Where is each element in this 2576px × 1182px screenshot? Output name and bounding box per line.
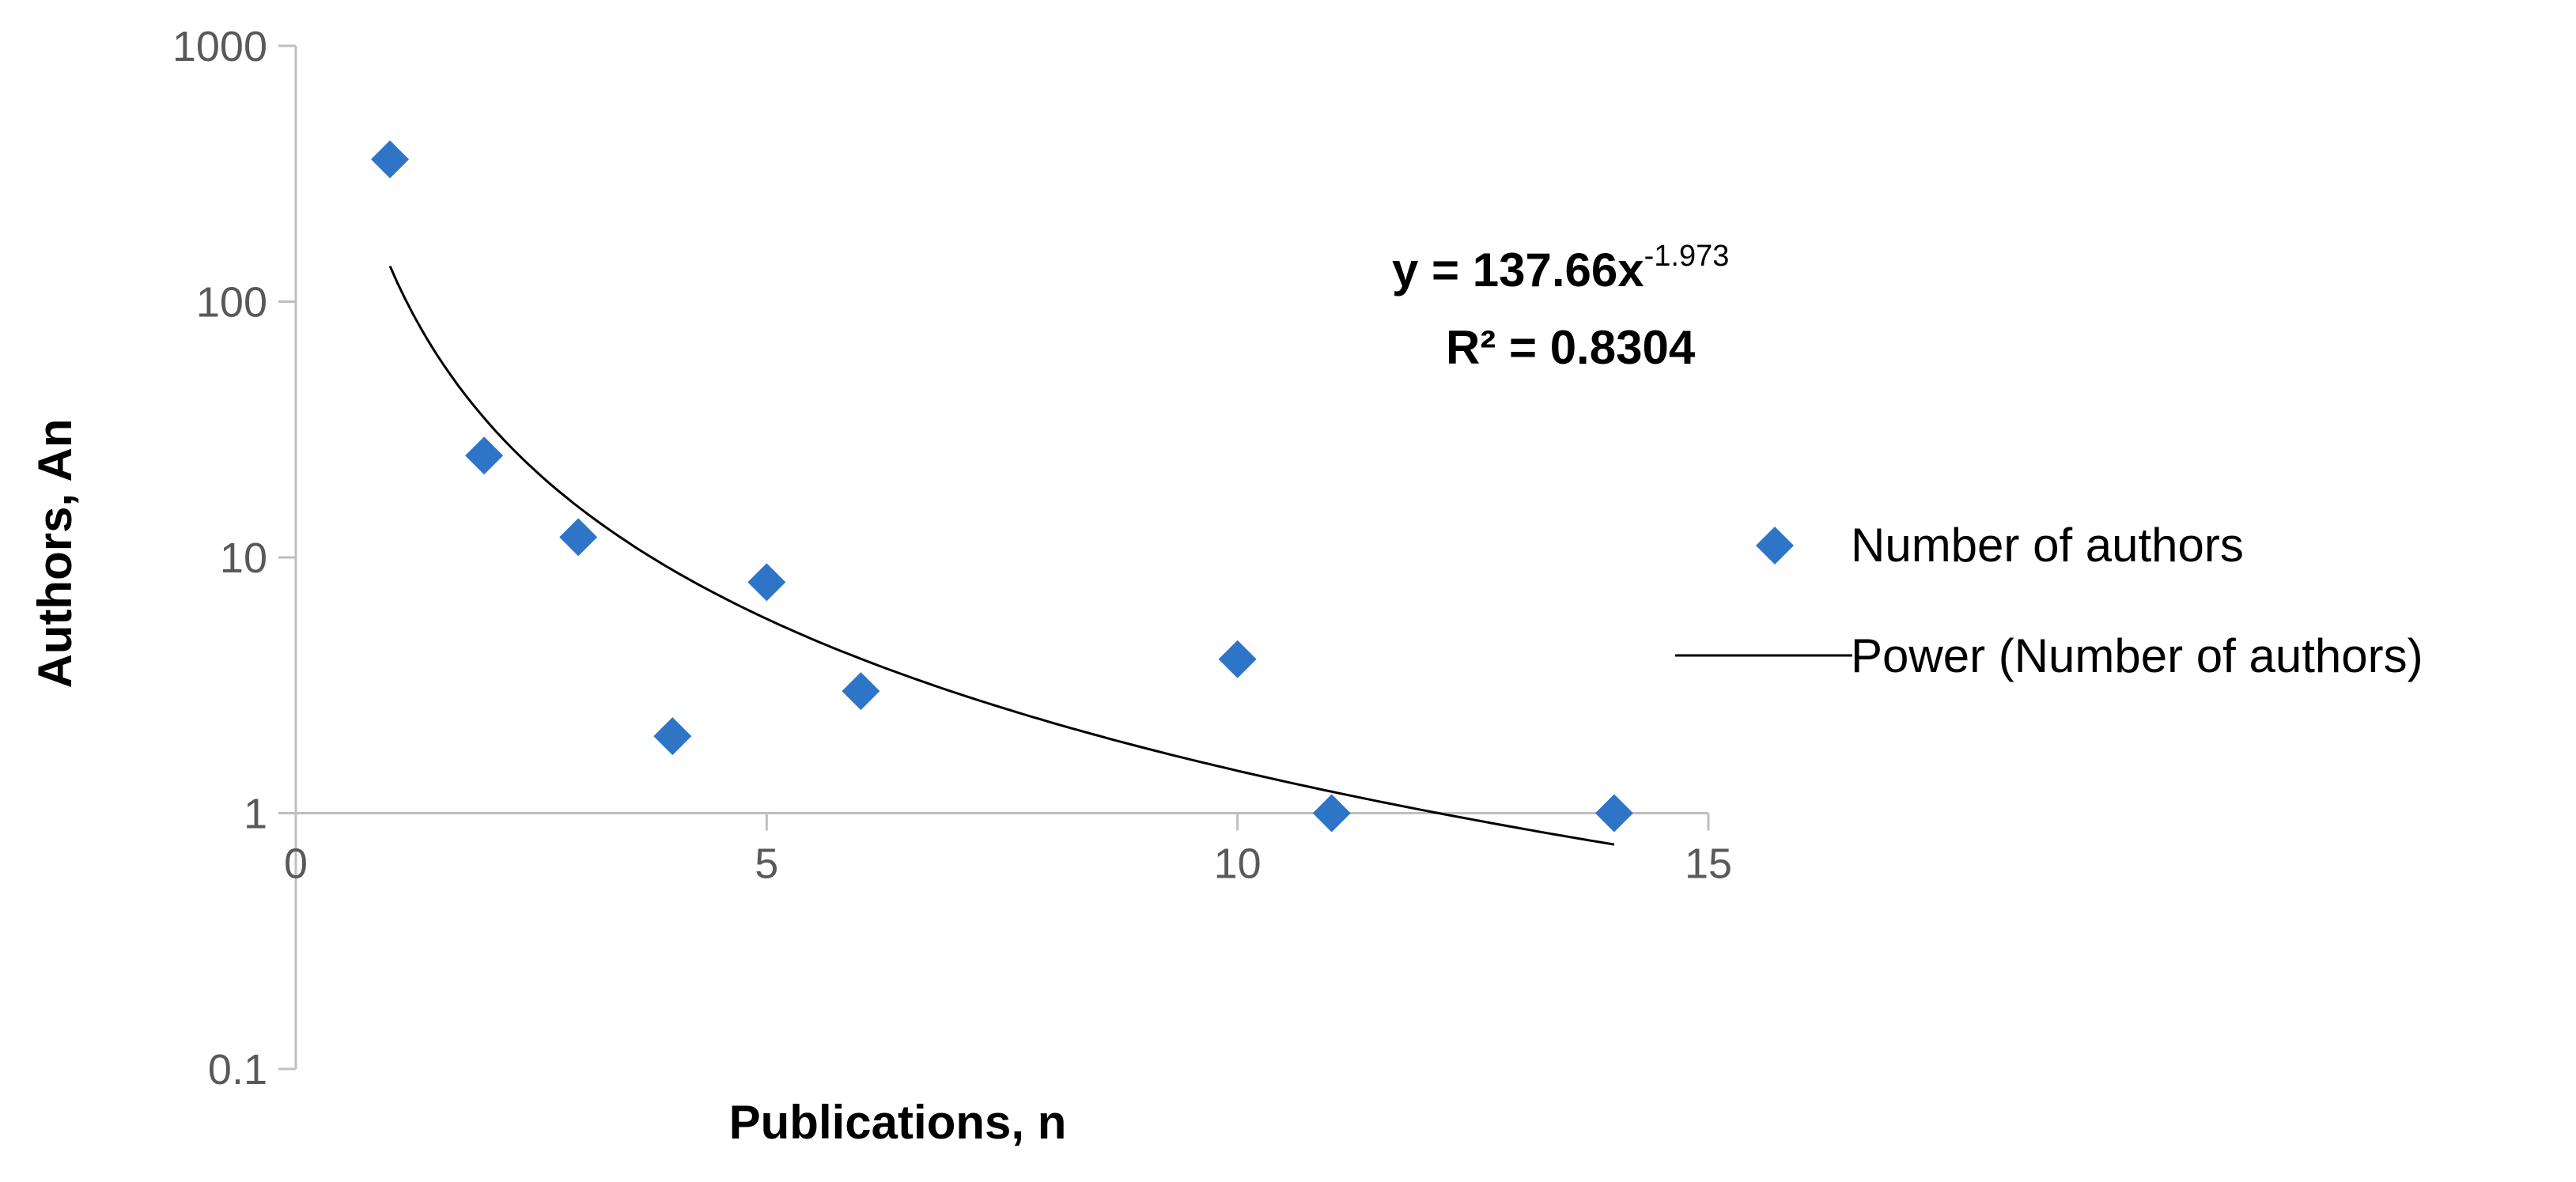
equation-annotation: y = 137.66x-1.973 R² = 0.8304 <box>1392 240 1729 374</box>
data-point <box>1218 640 1257 678</box>
data-point <box>559 518 598 557</box>
y-tick-label: 0.1 <box>208 1046 267 1093</box>
tick-labels: 0.1 1 10 100 1000 0 5 10 15 <box>172 23 1732 1093</box>
data-point <box>465 436 504 475</box>
data-points <box>371 140 1633 833</box>
y-tick-label: 10 <box>220 534 267 582</box>
legend-label-number-of-authors: Number of authors <box>1851 519 2244 572</box>
x-axis-title: Publications, n <box>729 1096 1067 1149</box>
data-point <box>1312 794 1351 833</box>
trendline-layer <box>388 265 1615 846</box>
data-point <box>371 140 410 179</box>
legend-label-power-trendline: Power (Number of authors) <box>1851 629 2423 682</box>
x-tick-label: 0 <box>284 840 308 888</box>
axes <box>278 44 1710 1071</box>
legend: Number of authors Power (Number of autho… <box>1675 519 2423 682</box>
data-point <box>1594 794 1633 833</box>
x-tick-label: 5 <box>755 840 778 888</box>
equation-exponent: -1.973 <box>1644 240 1730 273</box>
data-point <box>653 717 692 756</box>
r-squared-text: R² = 0.8304 <box>1446 321 1696 374</box>
equation-text: y = 137.66x-1.973 <box>1392 240 1729 296</box>
y-tick-label: 1 <box>244 791 267 838</box>
equation-base: y = 137.66x <box>1392 244 1644 296</box>
y-tick-label: 100 <box>196 279 267 327</box>
data-point <box>842 672 880 711</box>
y-axis-title: Authors, An <box>28 418 81 688</box>
legend-marker-number-of-authors <box>1756 527 1794 565</box>
data-point <box>747 563 786 602</box>
y-tick-label: 1000 <box>172 23 267 70</box>
power-trendline <box>388 265 1615 846</box>
x-tick-label: 15 <box>1685 840 1732 888</box>
x-tick-label: 10 <box>1214 840 1262 888</box>
